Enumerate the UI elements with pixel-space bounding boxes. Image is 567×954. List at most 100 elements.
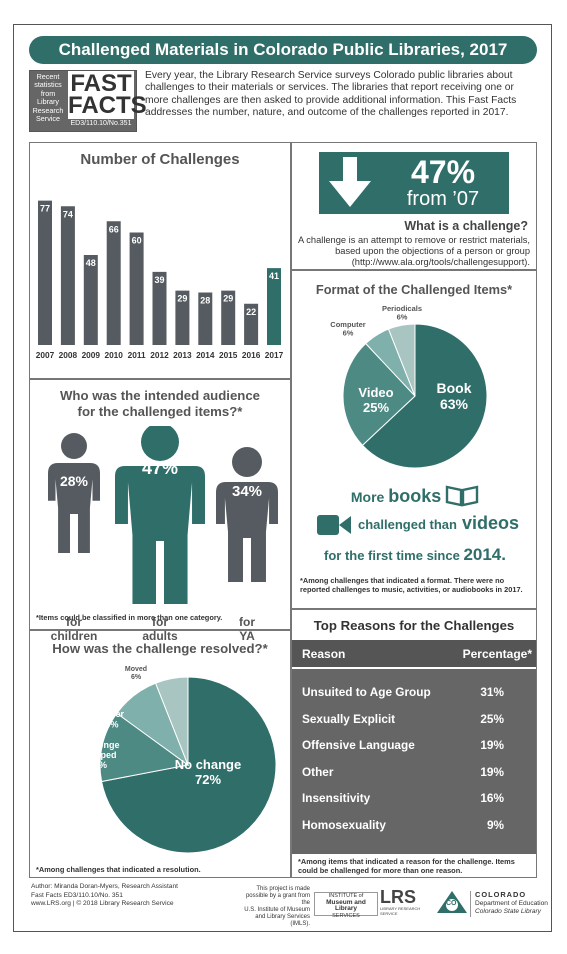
pie-label: Video xyxy=(358,385,393,400)
bar-value-label: 28 xyxy=(200,296,210,306)
page-frame xyxy=(13,24,552,932)
person-body-icon xyxy=(216,482,278,582)
percentage-column-header: Percentage* xyxy=(462,647,532,661)
reasons-note: *Among items that indicated a reason for… xyxy=(298,857,515,875)
bar-2013 xyxy=(175,290,190,345)
pie-label: Periodicals xyxy=(382,304,422,313)
definition-heading: What is a challenge? xyxy=(404,219,528,233)
pie-value-label: 13% xyxy=(89,760,107,770)
pie-value-label: 63% xyxy=(440,396,469,412)
change-panel: 47% from ’07 What is a challenge? A chal… xyxy=(291,142,537,270)
change-box: 47% from ’07 xyxy=(319,152,509,214)
percentage-cell: 16% xyxy=(480,791,504,806)
fast-facts-wordmark: FAST FACTS xyxy=(68,70,147,119)
pie-label: Book xyxy=(437,380,472,396)
percentage-cell: 25% xyxy=(480,711,504,726)
pie-value-label: 6% xyxy=(397,313,408,322)
bar-value-label: 60 xyxy=(132,236,142,246)
pie-slice-book xyxy=(361,323,488,469)
person-head-icon xyxy=(141,426,179,461)
x-tick-label: 2007 xyxy=(36,350,55,360)
pie-label: Challenge xyxy=(76,740,119,750)
bar-2012 xyxy=(152,271,167,345)
audience-label: YA xyxy=(239,629,255,643)
bar-value-label: 77 xyxy=(40,204,50,214)
imls-logo: INSTITUTE of Museum and Library SERVICES xyxy=(314,892,378,919)
change-label: from ’07 xyxy=(406,188,480,210)
person-body-icon xyxy=(48,463,100,553)
percentage-cell: 31% xyxy=(480,685,504,699)
audience-value: 34% xyxy=(232,483,262,500)
format-panel: Format of the Challenged Items* Book 63% V… xyxy=(291,270,537,609)
pie-slice-challenge-dropped xyxy=(99,712,190,783)
person-body-icon xyxy=(115,466,205,604)
number-of-challenges-panel: Number of Challenges 77 2007 74 2008 48 2009 6… xyxy=(29,142,291,379)
reason-cell: Homosexuality xyxy=(302,818,386,832)
x-tick-label: 2009 xyxy=(82,350,101,360)
bar-value-label: 48 xyxy=(86,258,96,268)
reasons-title: Top Reasons for the Challenges xyxy=(313,618,515,633)
first-time-text: for the first time since xyxy=(324,548,460,563)
colorado-logo: CO xyxy=(436,890,468,914)
books-vs-videos: More books challenged than videos for th… xyxy=(292,483,538,564)
x-tick-label: 2010 xyxy=(104,350,123,360)
since-year-text: 2014. xyxy=(463,545,506,564)
books-text: books xyxy=(388,486,442,506)
lrs-logo: LRS LIBRARY RESEARCH SERVICE xyxy=(380,887,421,916)
audience-label: for xyxy=(152,615,168,629)
audience-label: children xyxy=(51,629,98,643)
bar-2007 xyxy=(38,200,52,345)
intro-text: Every year, the Library Research Service… xyxy=(145,70,517,119)
percentage-cell: 9% xyxy=(486,818,504,832)
challenged-than-text: challenged than xyxy=(358,517,457,532)
person-head-icon xyxy=(232,447,262,477)
bar-value-label: 39 xyxy=(154,275,164,285)
more-text: More xyxy=(350,489,385,505)
audience-label: adults xyxy=(142,629,178,643)
format-note: *Among challenges that indicated a forma… xyxy=(300,576,523,594)
pie-slice-periodicals xyxy=(387,323,416,397)
bar-value-label: 29 xyxy=(223,294,233,304)
fast-facts-code: ED3/110.10/No.351 xyxy=(70,120,132,127)
audience-value: 47% xyxy=(142,458,178,478)
audience-title: Who was the intended audience for the ch… xyxy=(59,388,261,419)
colorado-flag-icon xyxy=(437,891,467,913)
bar-2014 xyxy=(198,292,213,345)
pie-value-label: 72% xyxy=(195,772,221,787)
reasons-panel: Top Reasons for the Challenges Reason Pe… xyxy=(291,609,537,878)
x-tick-label: 2014 xyxy=(196,350,215,360)
bar-chart: 77 2007 74 2008 48 2009 66 2010 60 2011 39 2012 29 20… xyxy=(36,200,284,360)
pie-value-label: 25% xyxy=(363,400,389,415)
reason-cell: Unsuited to Age Group xyxy=(302,685,431,699)
x-tick-label: 2017 xyxy=(265,350,284,360)
bar-2009 xyxy=(83,255,98,345)
fast-facts-logo: Recent statistics from Library Research Servi… xyxy=(29,70,147,132)
arrow-down-icon xyxy=(329,157,371,207)
co-text: CO xyxy=(446,900,457,907)
audience-label: for xyxy=(66,615,82,629)
x-tick-label: 2016 xyxy=(242,350,261,360)
reasons-table: Reason Percentage* Unsuited to Age Group… xyxy=(292,640,536,854)
bar-value-label: 66 xyxy=(109,224,119,234)
bar-2011 xyxy=(129,232,144,345)
person-head-icon xyxy=(61,433,87,459)
bar-value-label: 29 xyxy=(177,294,187,304)
bar-2016 xyxy=(244,303,259,345)
pie-label: Other xyxy=(100,709,125,719)
resolution-panel: How was the challenge resolved?* No chan… xyxy=(29,630,291,878)
cde-logo: COLORADO Department of Education Colorad… xyxy=(470,890,548,917)
resolution-title: How was the challenge resolved?* xyxy=(52,641,268,656)
audience-note: *Items could be classified in more than … xyxy=(36,613,223,622)
bar-2017 xyxy=(267,268,281,345)
x-tick-label: 2012 xyxy=(150,350,169,360)
x-tick-label: 2015 xyxy=(219,350,238,360)
bar-2008 xyxy=(60,206,75,345)
bar-2010 xyxy=(106,221,121,345)
percentage-cell: 19% xyxy=(480,764,504,779)
page-title: Challenged Materials in Colorado Public … xyxy=(29,36,537,64)
definition-text: A challenge is an attempt to remove or r… xyxy=(298,235,531,267)
footer-author: Author: Miranda Doran-Myers, Research As… xyxy=(31,883,178,907)
pie-label: Moved xyxy=(125,666,147,673)
